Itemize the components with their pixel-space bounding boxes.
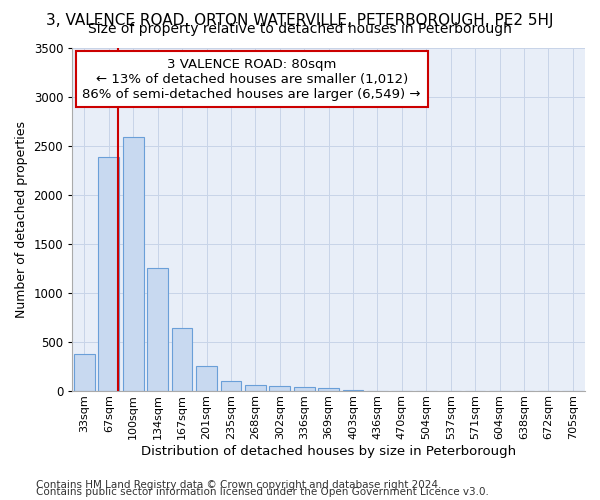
Bar xyxy=(172,328,193,391)
Bar xyxy=(147,268,168,391)
Bar xyxy=(294,386,314,391)
Text: Size of property relative to detached houses in Peterborough: Size of property relative to detached ho… xyxy=(88,22,512,36)
Bar xyxy=(74,354,95,391)
Bar xyxy=(343,390,364,391)
Text: 3 VALENCE ROAD: 80sqm
← 13% of detached houses are smaller (1,012)
86% of semi-d: 3 VALENCE ROAD: 80sqm ← 13% of detached … xyxy=(82,58,421,101)
Bar xyxy=(269,386,290,391)
Text: Contains HM Land Registry data © Crown copyright and database right 2024.: Contains HM Land Registry data © Crown c… xyxy=(36,480,442,490)
Y-axis label: Number of detached properties: Number of detached properties xyxy=(15,121,28,318)
Bar xyxy=(196,366,217,391)
Bar xyxy=(98,158,119,391)
Text: 3, VALENCE ROAD, ORTON WATERVILLE, PETERBOROUGH, PE2 5HJ: 3, VALENCE ROAD, ORTON WATERVILLE, PETER… xyxy=(46,12,554,28)
X-axis label: Distribution of detached houses by size in Peterborough: Distribution of detached houses by size … xyxy=(141,444,516,458)
Text: Contains public sector information licensed under the Open Government Licence v3: Contains public sector information licen… xyxy=(36,487,489,497)
Bar xyxy=(245,386,266,391)
Bar xyxy=(221,382,241,391)
Bar xyxy=(123,137,143,391)
Bar xyxy=(318,388,339,391)
